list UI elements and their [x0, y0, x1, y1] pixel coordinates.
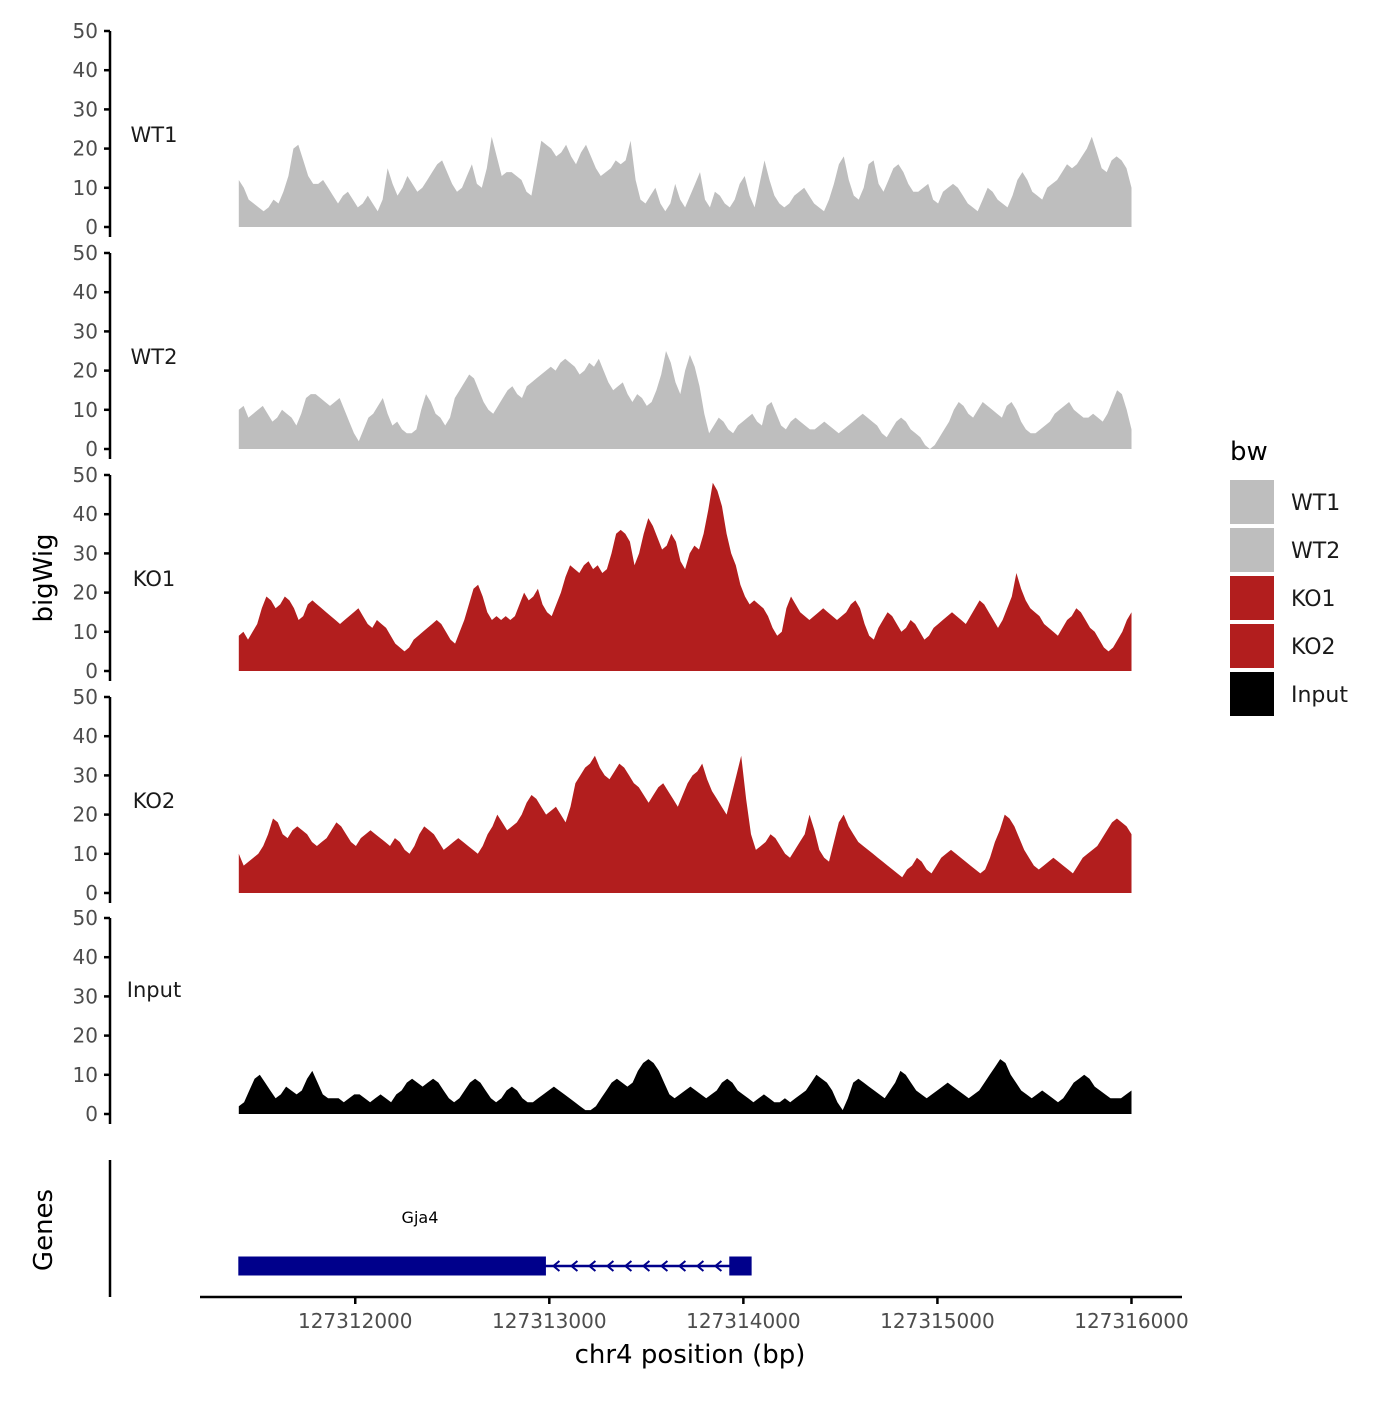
x-tick-label: 127316000	[1074, 1309, 1189, 1333]
y-tick-label: 50	[73, 463, 98, 487]
strand-arrow	[695, 1260, 705, 1272]
legend-swatch-wt2	[1230, 528, 1274, 572]
gene-track: Gja4	[108, 1160, 752, 1297]
y-tick-label: 30	[73, 763, 98, 787]
strand-arrow	[551, 1260, 561, 1272]
track-label-input: Input	[127, 978, 181, 1002]
strand-arrow	[677, 1260, 687, 1272]
y-tick-label: 40	[73, 58, 98, 82]
strand-arrow	[569, 1260, 579, 1272]
x-tick-label: 127314000	[686, 1309, 801, 1333]
y-tick-label: 30	[73, 541, 98, 565]
y-tick-label: 50	[73, 19, 98, 43]
y-tick-label: 30	[73, 319, 98, 343]
track-wt1: 0 10 20 30 40 50 WT1	[73, 19, 1132, 239]
track-label-ko1: KO1	[133, 567, 176, 591]
genes-axis-title: Genes	[29, 1189, 59, 1271]
legend-swatch-ko2	[1230, 624, 1274, 668]
x-tick-label: 127312000	[298, 1309, 413, 1333]
gene-exon	[238, 1256, 546, 1276]
track-label-ko2: KO2	[133, 789, 176, 813]
x-tick-label: 127315000	[880, 1309, 995, 1333]
track-label-wt2: WT2	[131, 345, 178, 369]
y-tick-label: 10	[73, 1063, 98, 1087]
strand-arrow	[623, 1260, 633, 1272]
track-ko1: 0 10 20 30 40 50 KO1	[73, 463, 1132, 683]
y-tick-label: 0	[85, 437, 98, 461]
y-tick-label: 50	[73, 241, 98, 265]
x-axis: 127312000 127313000 127314000 127315000 1273…	[200, 1295, 1189, 1333]
strand-arrow	[659, 1260, 669, 1272]
y-tick-label: 30	[73, 97, 98, 121]
track-wt2: 0 10 20 30 40 50 WT2	[73, 241, 1132, 461]
tracks-group: 0 10 20 30 40 50 WT1 0 10 20 30 40 50 WT2 0 10 20 30 40 50 K…	[73, 19, 1132, 1126]
legend-swatch-wt1	[1230, 480, 1274, 524]
coverage-area-wt2	[238, 351, 1132, 449]
legend-label-ko1: KO1	[1291, 587, 1336, 612]
y-tick-label: 0	[85, 215, 98, 239]
legend-label-ko2: KO2	[1291, 635, 1336, 660]
y-tick-label: 20	[73, 359, 98, 383]
strand-arrow	[587, 1260, 597, 1272]
y-tick-label: 40	[73, 945, 98, 969]
x-axis-title: chr4 position (bp)	[575, 1340, 806, 1370]
strand-arrow	[713, 1260, 723, 1272]
y-tick-label: 40	[73, 502, 98, 526]
y-tick-label: 20	[73, 581, 98, 605]
coverage-area-ko2	[238, 755, 1132, 893]
y-tick-label: 40	[73, 724, 98, 748]
x-tick-label: 127313000	[492, 1309, 607, 1333]
legend-title: bw	[1230, 437, 1268, 467]
y-axis-title: bigWig	[29, 533, 59, 622]
legend-label-wt2: WT2	[1291, 539, 1340, 564]
y-tick-label: 0	[85, 881, 98, 905]
gene-exon	[729, 1256, 752, 1276]
track-input: 0 10 20 30 40 50 Input	[73, 906, 1132, 1126]
strand-arrow	[605, 1260, 615, 1272]
y-tick-label: 20	[73, 137, 98, 161]
y-tick-label: 20	[73, 803, 98, 827]
legend-label-wt1: WT1	[1291, 491, 1340, 516]
strand-arrow	[641, 1260, 651, 1272]
track-label-wt1: WT1	[131, 123, 178, 147]
y-tick-label: 20	[73, 1024, 98, 1048]
legend-swatch-input	[1230, 672, 1274, 716]
y-tick-label: 50	[73, 906, 98, 930]
legend-label-input: Input	[1291, 683, 1348, 708]
y-tick-label: 10	[73, 620, 98, 644]
coverage-area-input	[238, 1059, 1132, 1114]
track-ko2: 0 10 20 30 40 50 KO2	[73, 685, 1132, 905]
coverage-area-ko1	[238, 482, 1132, 671]
y-tick-label: 40	[73, 280, 98, 304]
coverage-area-wt1	[238, 136, 1132, 227]
y-tick-label: 10	[73, 398, 98, 422]
y-tick-label: 50	[73, 685, 98, 709]
legend-swatch-ko1	[1230, 576, 1274, 620]
y-tick-label: 30	[73, 984, 98, 1008]
legend: bw WT1 WT2 KO1 KO2 Input	[1230, 437, 1348, 716]
y-tick-label: 0	[85, 659, 98, 683]
gene-name-label: Gja4	[402, 1208, 439, 1227]
y-tick-label: 10	[73, 176, 98, 200]
gene-gja4: Gja4	[238, 1208, 752, 1276]
y-tick-label: 10	[73, 842, 98, 866]
y-tick-label: 0	[85, 1102, 98, 1126]
